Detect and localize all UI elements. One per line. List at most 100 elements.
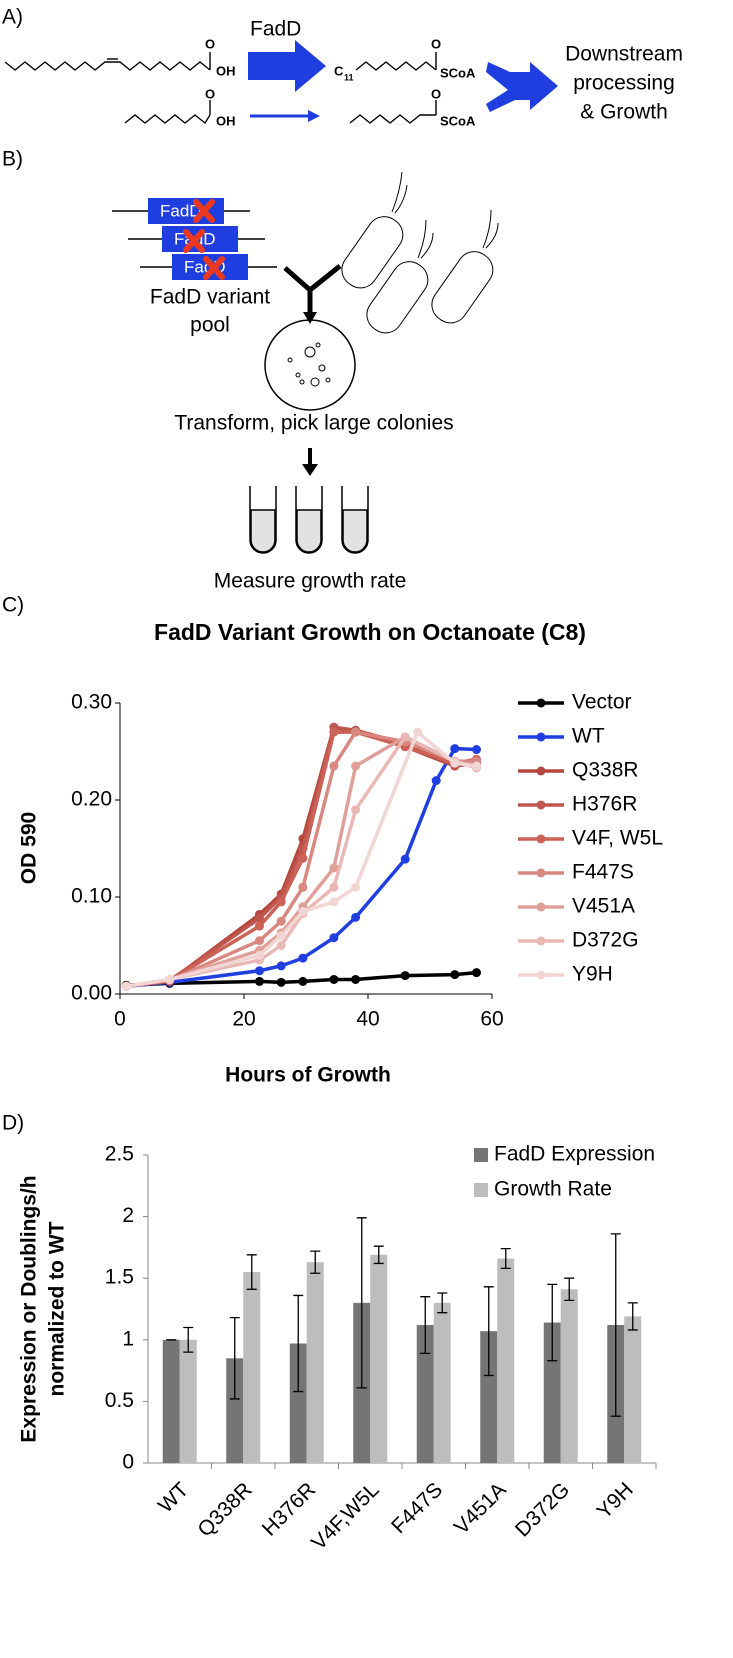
y-tick-label: 0.30 [71, 691, 112, 714]
legend-label: WT [572, 725, 605, 748]
data-point [351, 761, 361, 771]
legend-swatch [474, 1148, 488, 1162]
data-point [351, 912, 361, 922]
data-point [298, 853, 308, 863]
data-point [472, 761, 481, 771]
legend-marker [536, 800, 546, 810]
legend-label: H376R [572, 793, 637, 816]
data-point [351, 805, 361, 815]
data-point [276, 977, 286, 987]
series-line [125, 729, 477, 988]
data-point [276, 961, 286, 971]
data-point [329, 727, 339, 737]
panel-label: A) [2, 6, 23, 29]
series-line [125, 734, 478, 988]
panel-label: B) [2, 148, 23, 171]
flux-arrow-head [308, 110, 320, 122]
gene-pool: FadD FadD FadD [112, 198, 277, 280]
data-point [472, 968, 481, 978]
plate [264, 319, 356, 411]
error-bar [627, 1302, 638, 1331]
data-point [276, 941, 286, 950]
x-tick-label: 60 [480, 1008, 503, 1031]
chart-title: FadD Variant Growth on Octanoate (C8) [154, 619, 586, 645]
bar [162, 1339, 180, 1463]
bar [480, 1331, 498, 1463]
x-tick-label: V4F,W5L [307, 1478, 384, 1555]
atom: OH [216, 63, 236, 78]
error-bar [246, 1254, 257, 1290]
arrow-head [303, 312, 317, 324]
legend-label: F447S [572, 861, 634, 884]
data-point [255, 966, 264, 976]
data-point [329, 933, 339, 943]
acyl-chain [355, 61, 437, 71]
atom-subscript: 11 [344, 72, 354, 82]
atom: SCoA [440, 65, 476, 80]
bar [543, 1322, 561, 1463]
bar [226, 1358, 244, 1463]
enzyme-label: FadD [250, 18, 301, 41]
y-axis-label: OD 590 [18, 812, 41, 884]
data-point [329, 974, 339, 984]
data-point [329, 882, 339, 892]
legend-label: Q338R [572, 759, 639, 782]
x-tick-label: V451A [450, 1478, 511, 1539]
legend-marker [536, 868, 546, 878]
error-bar [547, 1283, 558, 1362]
x-tick-label: Q338R [193, 1478, 256, 1541]
legend-marker [536, 902, 546, 912]
data-point [276, 916, 286, 926]
legend-label: V4F, W5L [572, 827, 663, 850]
data-point [255, 936, 264, 946]
error-bar [420, 1296, 431, 1354]
y-tick-label: 1 [122, 1327, 134, 1350]
data-point [400, 732, 410, 742]
y-axis-label: normalized to WT [46, 1221, 69, 1396]
outcome-label: processing [573, 72, 675, 95]
legend-label: Vector [572, 691, 632, 714]
error-bar [293, 1294, 304, 1393]
bar [560, 1289, 578, 1463]
bar [624, 1316, 642, 1463]
atom: O [431, 86, 441, 101]
arrow-head [302, 464, 318, 476]
outcome-label: Downstream [565, 43, 683, 66]
error-bar [310, 1250, 321, 1274]
x-tick-label: Y9H [593, 1478, 638, 1523]
data-point [450, 758, 460, 768]
y-axis-label: Expression or Doublings/h [18, 1175, 41, 1442]
data-point [400, 971, 410, 981]
x-tick-label: H376R [258, 1478, 320, 1540]
pool-label: FadD variant [150, 286, 270, 309]
series-line [126, 970, 477, 988]
data-point [255, 950, 264, 960]
flux-arrow [248, 40, 326, 92]
data-point [431, 776, 441, 786]
outcome-label: & Growth [580, 101, 668, 124]
legend-marker [536, 766, 546, 776]
atom: OH [216, 113, 236, 128]
x-tick-label: F447S [387, 1478, 447, 1538]
error-bar [500, 1247, 511, 1269]
legend-swatch [474, 1183, 488, 1197]
y-tick-label: 1.5 [105, 1266, 134, 1289]
bar-chart: 0 0.5 1 1.5 2 2.5 Expression or Doublings/h nor… [18, 1143, 657, 1555]
legend-label: Growth Rate [494, 1178, 612, 1201]
data-point [165, 974, 175, 984]
legend-label: FadD Expression [494, 1143, 655, 1166]
data-point [400, 854, 410, 864]
series-line [126, 746, 477, 988]
y-tick-label: 2 [122, 1204, 134, 1227]
error-bar [437, 1292, 448, 1314]
bar [370, 1254, 388, 1463]
y-tick-label: 0.00 [71, 982, 112, 1005]
line-chart: FadD Variant Growth on Octanoate (C8) 0.0… [18, 619, 664, 1086]
data-point [413, 727, 423, 737]
data-point [329, 761, 339, 771]
legend-marker [536, 936, 546, 946]
legend-label: Y9H [572, 963, 613, 986]
error-bar [356, 1217, 367, 1389]
y-tick-label: 0.10 [71, 885, 112, 908]
